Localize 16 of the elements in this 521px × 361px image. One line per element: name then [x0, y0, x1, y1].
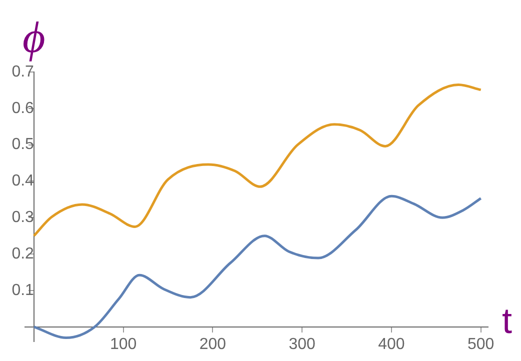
x-tick-label: 100 — [110, 336, 137, 353]
x-axis-title: t — [502, 300, 512, 341]
x-tick-label: 300 — [288, 336, 316, 353]
y-tick-label: 0.4 — [12, 172, 34, 190]
y-tick-label: 0.6 — [12, 100, 34, 117]
y-tick-label: 0.5 — [12, 136, 34, 154]
x-tick-label: 200 — [199, 336, 226, 353]
y-tick-label: 0.1 — [12, 282, 34, 299]
y-axis-title: ϕ — [22, 13, 46, 62]
y-tick-label: 0.3 — [12, 209, 34, 226]
line-series — [32, 194, 482, 340]
y-tick-label: 0.2 — [12, 245, 34, 262]
x-tick-label: 500 — [468, 336, 494, 353]
line-series — [32, 83, 482, 238]
x-tick-label: 400 — [378, 336, 405, 353]
y-tick-label: 0.7 — [12, 63, 34, 80]
